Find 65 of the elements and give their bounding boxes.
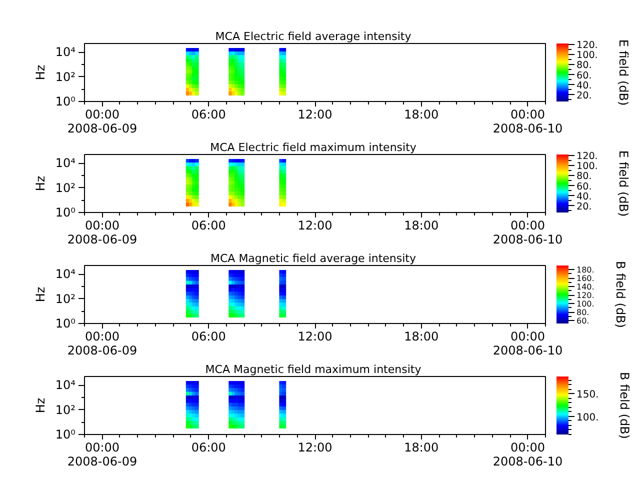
y-tick-label: 10⁰ [55,316,76,330]
x-tick-label: 00:00 2008-06-10 [492,440,563,468]
x-tick-label: 06:00 [191,330,226,344]
x-tick-label: 12:00 [298,330,332,344]
x-tick-label: 06:00 [191,218,226,232]
x-tick-label: 06:00 [191,108,226,122]
y-tick-label: 10⁴ [55,378,76,392]
color-bar-title: E field (dB) [616,39,630,106]
chart-title: MCA Electric field maximum intensity [210,141,417,154]
y-axis-title: Hz [33,286,48,302]
y-tick-label: 10⁴ [55,267,76,282]
color-bar-label: 180. [576,266,594,275]
color-bar-title: E field (dB) [616,150,630,217]
y-tick-label: 10⁰ [55,94,76,108]
x-tick-label: 06:00 [191,440,226,454]
x-tick-label: 18:00 [404,440,439,454]
color-bar-label: 120. [576,291,594,300]
color-bar-label: 160. [576,274,594,284]
color-bar-label: 100. [576,300,594,309]
color-bar-label: 100. [576,161,598,172]
color-bar-label: 40. [576,80,592,92]
x-tick-label: 18:00 [404,218,439,232]
y-axis-title: Hz [33,398,48,414]
color-bar-label: 40. [576,191,592,202]
x-tick-label: 00:00 2008-06-10 [492,218,563,246]
y-tick-label: 10⁰ [55,206,76,220]
chart-title: MCA Magnetic field average intensity [210,252,416,265]
x-tick-label: 18:00 [404,108,439,122]
y-tick-label: 10⁴ [55,45,76,60]
y-axis-title: Hz [33,64,48,80]
color-bar-label: 100. [576,50,598,62]
color-bar-label: 20. [576,90,592,102]
chart-title: MCA Electric field average intensity [215,30,412,43]
color-bar-label: 120. [576,151,598,162]
chart-title: MCA Magnetic field maximum intensity [205,363,422,376]
x-tick-label: 12:00 [298,440,332,454]
color-bar-label: 80. [576,308,590,318]
color-bar-title: B field (dB) [614,261,628,328]
x-tick-label: 12:00 [298,108,332,122]
color-bar-label: 150. [576,390,599,401]
color-bar-label: 100. [576,412,599,424]
color-bar-label: 60. [576,70,592,82]
y-tick-label: 10² [55,180,76,195]
y-tick-label: 10² [55,292,76,306]
x-tick-label: 00:00 2008-06-09 [67,218,138,246]
x-tick-label: 00:00 2008-06-10 [492,330,563,358]
y-tick-label: 10⁰ [55,428,76,442]
y-tick-label: 10⁴ [55,156,76,170]
color-bar-title: B field (dB) [618,372,632,439]
color-bar-label: 140. [576,282,594,292]
x-tick-label: 00:00 2008-06-10 [492,108,563,136]
color-bar-label: 80. [576,171,592,182]
x-tick-label: 00:00 2008-06-09 [67,108,138,136]
color-bar-label: 120. [576,40,598,52]
color-bar-label: 80. [576,60,592,72]
color-bar-label: 60. [576,316,590,326]
color-bar-label: 20. [576,201,592,212]
x-tick-label: 00:00 2008-06-09 [67,330,138,358]
y-tick-label: 10² [55,70,76,84]
x-tick-label: 00:00 2008-06-09 [67,440,138,468]
x-tick-label: 18:00 [404,330,439,344]
y-tick-label: 10² [55,402,76,417]
y-axis-title: Hz [33,176,48,192]
color-bar-label: 60. [576,181,592,192]
x-tick-label: 12:00 [298,218,332,232]
